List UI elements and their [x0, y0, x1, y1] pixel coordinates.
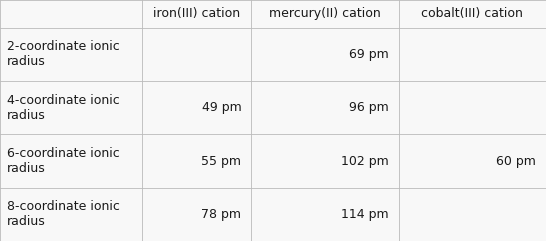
Text: 78 pm: 78 pm [201, 208, 241, 221]
Text: 69 pm: 69 pm [349, 48, 389, 61]
Text: 55 pm: 55 pm [201, 154, 241, 167]
Text: 114 pm: 114 pm [341, 208, 389, 221]
Text: 4-coordinate ionic
radius: 4-coordinate ionic radius [7, 94, 120, 122]
Text: cobalt(III) cation: cobalt(III) cation [422, 7, 523, 20]
Text: 8-coordinate ionic
radius: 8-coordinate ionic radius [7, 200, 120, 228]
Text: 60 pm: 60 pm [496, 154, 536, 167]
Text: 96 pm: 96 pm [349, 101, 389, 114]
Text: iron(III) cation: iron(III) cation [153, 7, 240, 20]
Text: 49 pm: 49 pm [201, 101, 241, 114]
Text: 6-coordinate ionic
radius: 6-coordinate ionic radius [7, 147, 120, 175]
Text: 2-coordinate ionic
radius: 2-coordinate ionic radius [7, 40, 120, 68]
Text: 102 pm: 102 pm [341, 154, 389, 167]
Text: mercury(II) cation: mercury(II) cation [269, 7, 381, 20]
